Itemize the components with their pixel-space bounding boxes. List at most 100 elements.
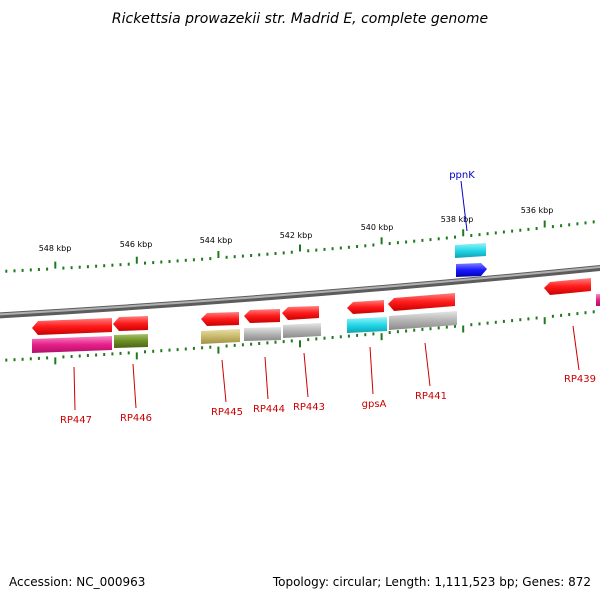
scale-tick-minor bbox=[560, 313, 563, 317]
cog-box-ppnk[interactable] bbox=[455, 243, 486, 258]
lower-scale-ticks bbox=[5, 310, 595, 365]
cog-box-rp446[interactable] bbox=[114, 334, 148, 348]
scale-tick-minor bbox=[494, 320, 497, 324]
scale-tick-minor bbox=[315, 248, 318, 252]
scale-tick-minor bbox=[258, 342, 261, 345]
scale-tick-minor bbox=[241, 254, 244, 258]
gene-label-rp444[interactable]: RP444 bbox=[253, 404, 285, 415]
scale-tick-minor bbox=[347, 334, 350, 338]
scale-tick-minor bbox=[176, 348, 179, 352]
leader-rp447 bbox=[73, 366, 76, 411]
scale-tick-minor bbox=[437, 326, 440, 330]
scale-tick-minor bbox=[274, 252, 277, 255]
gene-arrow-ppnk[interactable] bbox=[456, 263, 487, 277]
scale-tick-minor bbox=[356, 245, 359, 248]
gene-label-rp439[interactable]: RP439 bbox=[564, 374, 596, 385]
scale-tick-minor bbox=[266, 341, 269, 345]
feature-track-reverse bbox=[32, 278, 591, 335]
scale-tick-minor bbox=[421, 238, 424, 242]
scale-tick-minor bbox=[144, 261, 146, 265]
scale-tick-minor bbox=[502, 230, 505, 234]
scale-tick-minor bbox=[209, 257, 212, 261]
scale-tick-minor bbox=[201, 257, 204, 261]
gene-label-rp441[interactable]: RP441 bbox=[415, 391, 447, 402]
gene-label-ppnk[interactable]: ppnK bbox=[449, 170, 475, 181]
scale-tick-major bbox=[462, 229, 465, 237]
scale-tick-minor bbox=[192, 258, 195, 262]
cog-box-rp445[interactable] bbox=[201, 329, 240, 344]
scale-tick-minor bbox=[527, 317, 530, 321]
cog-box-rp441[interactable] bbox=[389, 311, 457, 330]
scale-tick-minor bbox=[535, 227, 538, 230]
scale-tick-minor bbox=[364, 244, 367, 248]
scale-tick-minor bbox=[584, 221, 587, 225]
cog-box-gpsa[interactable] bbox=[347, 317, 387, 333]
scale-tick-major bbox=[54, 261, 57, 269]
leader-ppnk bbox=[460, 180, 468, 232]
scale-tick-minor bbox=[86, 354, 89, 357]
scale-tick-major bbox=[217, 346, 220, 354]
scale-tick-minor bbox=[307, 338, 310, 342]
cog-box-rp443[interactable] bbox=[283, 323, 321, 338]
cog-box-rp444[interactable] bbox=[244, 327, 281, 341]
gene-arrow-rp441[interactable] bbox=[388, 293, 455, 311]
scale-tick-minor bbox=[29, 357, 32, 361]
scale-tick-minor bbox=[437, 237, 440, 241]
scale-tick-major bbox=[217, 251, 220, 258]
gene-label-rp443[interactable]: RP443 bbox=[293, 402, 325, 413]
scale-tick-minor bbox=[103, 264, 106, 268]
scale-tick-minor bbox=[560, 224, 563, 228]
cog-box-rp439[interactable] bbox=[596, 294, 600, 306]
feature-track-forward bbox=[455, 243, 487, 277]
scale-tick-major bbox=[380, 333, 383, 341]
scale-tick-minor bbox=[339, 246, 342, 250]
scale-tick-minor bbox=[250, 254, 253, 257]
gene-arrow-rp447[interactable] bbox=[32, 318, 112, 335]
gene-arrow-rp443[interactable] bbox=[282, 306, 319, 320]
scale-tick-minor bbox=[568, 223, 571, 227]
cog-box-rp447[interactable] bbox=[32, 336, 112, 353]
scale-tick-minor bbox=[413, 328, 416, 332]
scale-tick-minor bbox=[323, 336, 326, 340]
scale-label: 542 kbp bbox=[280, 231, 313, 240]
scale-tick-minor bbox=[62, 266, 65, 270]
scale-tick-minor bbox=[470, 234, 473, 237]
scale-tick-minor bbox=[46, 267, 49, 271]
scale-tick-minor bbox=[103, 353, 106, 356]
scale-tick-minor bbox=[486, 232, 489, 236]
scale-tick-minor bbox=[290, 339, 293, 343]
scale-tick-minor bbox=[405, 240, 408, 244]
scale-tick-minor bbox=[576, 312, 579, 316]
scale-tick-minor bbox=[201, 346, 204, 350]
scale-tick-minor bbox=[592, 310, 595, 314]
scale-tick-minor bbox=[519, 318, 522, 322]
scale-tick-minor bbox=[95, 264, 98, 268]
scale-tick-minor bbox=[282, 340, 285, 344]
scale-tick-minor bbox=[478, 233, 481, 237]
gene-arrow-rp446[interactable] bbox=[113, 316, 148, 331]
scale-tick-minor bbox=[21, 357, 24, 361]
gene-arrow-rp445[interactable] bbox=[201, 312, 239, 326]
leader-rp445 bbox=[221, 359, 227, 403]
leader-rp444 bbox=[264, 356, 269, 400]
gene-arrow-rp444[interactable] bbox=[244, 309, 280, 323]
scale-tick-minor bbox=[13, 269, 16, 273]
scale-tick-minor bbox=[494, 231, 497, 235]
gene-label-rp447[interactable]: RP447 bbox=[60, 415, 92, 426]
scale-tick-minor bbox=[445, 236, 448, 240]
gene-label-gpsa[interactable]: gpsA bbox=[362, 399, 387, 410]
scale-tick-major bbox=[54, 357, 57, 365]
scale-tick-minor bbox=[356, 333, 359, 337]
scale-label: 536 kbp bbox=[521, 206, 554, 215]
leader-rp439 bbox=[572, 325, 580, 371]
scale-tick-minor bbox=[568, 313, 571, 316]
gene-arrow-rp439[interactable] bbox=[544, 278, 591, 295]
gene-label-rp446[interactable]: RP446 bbox=[120, 413, 152, 424]
gene-arrow-gpsa[interactable] bbox=[347, 300, 384, 314]
scale-label: 540 kbp bbox=[361, 223, 394, 232]
leader-rp446 bbox=[132, 363, 137, 409]
scale-tick-minor bbox=[225, 344, 228, 348]
genome-info-text: Topology: circular; Length: 1,111,523 bp… bbox=[272, 575, 591, 589]
gene-label-rp445[interactable]: RP445 bbox=[211, 407, 243, 418]
